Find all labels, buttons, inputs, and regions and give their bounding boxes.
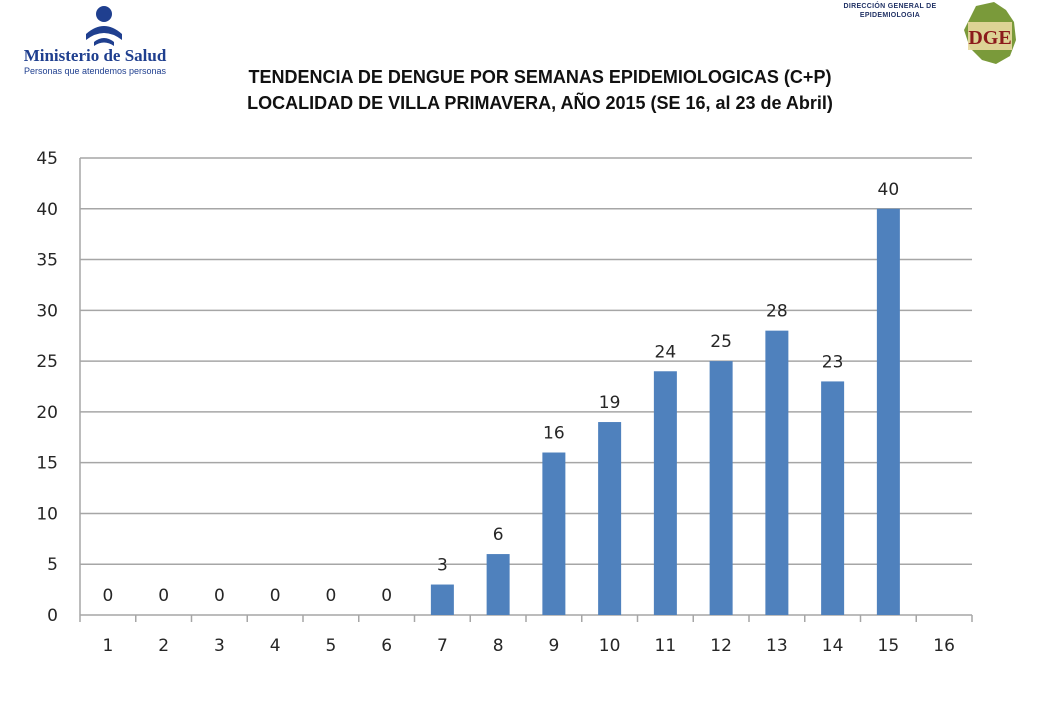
data-label: 40 <box>878 180 900 200</box>
data-label: 0 <box>325 586 336 606</box>
bar <box>486 554 510 615</box>
y-tick-label: 35 <box>36 251 58 271</box>
chart-title: TENDENCIA DE DENGUE POR SEMANAS EPIDEMIO… <box>100 64 980 116</box>
x-tick-label: 14 <box>822 636 844 656</box>
dge-logo: DGE <box>964 2 1016 64</box>
x-tick-label: 6 <box>381 636 392 656</box>
data-label: 0 <box>381 586 392 606</box>
x-tick-label: 7 <box>437 636 448 656</box>
data-label: 16 <box>543 424 565 444</box>
x-tick-label: 13 <box>766 636 788 656</box>
y-tick-label: 25 <box>36 352 58 372</box>
x-tick-label: 2 <box>158 636 169 656</box>
data-label: 28 <box>766 302 788 322</box>
y-tick-label: 0 <box>47 606 58 626</box>
data-label: 3 <box>437 556 448 576</box>
y-tick-label: 40 <box>36 200 58 220</box>
data-label: 0 <box>158 586 169 606</box>
x-tick-label: 3 <box>214 636 225 656</box>
bar-chart: 0510152025303540451020304050607386916101… <box>36 149 973 656</box>
y-tick-label: 20 <box>36 403 58 423</box>
x-tick-label: 16 <box>933 636 955 656</box>
x-tick-label: 5 <box>325 636 336 656</box>
bar <box>765 330 789 615</box>
dge-logo-text: DGE <box>968 27 1011 49</box>
x-tick-label: 15 <box>878 636 900 656</box>
x-tick-label: 11 <box>655 636 677 656</box>
chart-title-line-2: LOCALIDAD DE VILLA PRIMAVERA, AÑO 2015 (… <box>247 93 833 113</box>
bar <box>876 208 900 615</box>
data-label: 0 <box>102 586 113 606</box>
bar <box>653 371 677 615</box>
x-tick-label: 8 <box>493 636 504 656</box>
x-tick-label: 9 <box>548 636 559 656</box>
dge-line-2: EPIDEMIOLOGIA <box>859 12 921 19</box>
bar <box>430 584 454 615</box>
data-label: 23 <box>822 352 844 372</box>
data-label: 6 <box>493 525 504 545</box>
bar <box>542 452 566 615</box>
data-label: 0 <box>214 586 225 606</box>
ministry-name: Ministerio de Salud <box>23 46 167 65</box>
bar <box>821 381 845 615</box>
dge-header-text: DIRECCIÓN GENERAL DE EPIDEMIOLOGIA <box>820 2 960 20</box>
data-label: 25 <box>710 332 732 352</box>
y-tick-label: 5 <box>47 555 58 575</box>
data-label: 0 <box>270 586 281 606</box>
ministerio-de-salud-logo: Ministerio de Salud Personas que atendem… <box>20 4 170 76</box>
ministry-tagline: Personas que atendemos personas <box>23 66 167 76</box>
y-tick-label: 30 <box>36 301 58 321</box>
data-label: 24 <box>655 342 677 362</box>
y-tick-label: 10 <box>36 504 58 524</box>
y-tick-label: 45 <box>36 149 58 169</box>
x-tick-label: 4 <box>270 636 281 656</box>
chart-title-line-1: TENDENCIA DE DENGUE POR SEMANAS EPIDEMIO… <box>248 67 832 87</box>
bar <box>598 422 622 615</box>
y-tick-label: 15 <box>36 454 58 474</box>
bar <box>709 361 733 615</box>
data-label: 19 <box>599 393 621 413</box>
dge-line-1: DIRECCIÓN GENERAL DE <box>843 3 937 10</box>
x-tick-label: 10 <box>599 636 621 656</box>
ministry-emblem-icon <box>86 6 122 46</box>
x-tick-label: 1 <box>102 636 113 656</box>
x-tick-label: 12 <box>710 636 732 656</box>
